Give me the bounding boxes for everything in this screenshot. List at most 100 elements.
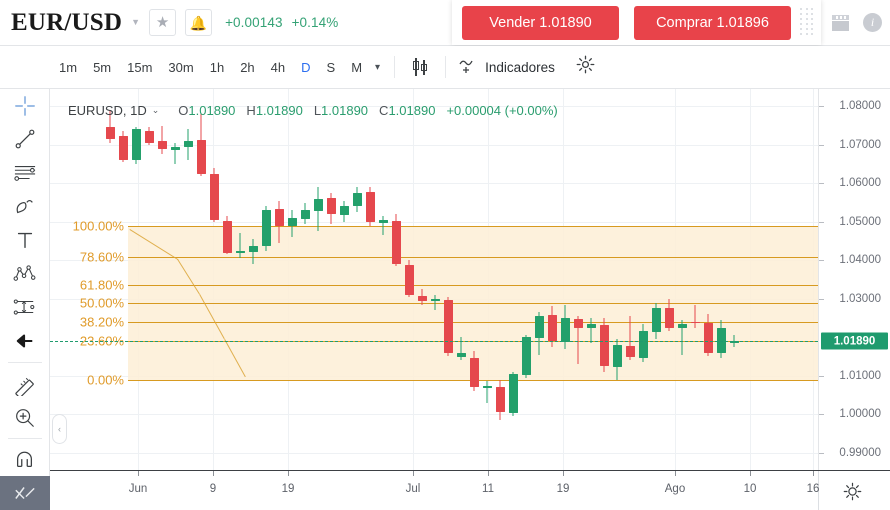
candle-body [365, 192, 375, 222]
chart-gridline-horizontal [50, 414, 818, 416]
sidebar-item-crosshair-tool[interactable] [0, 89, 50, 123]
candle-body [651, 308, 661, 333]
chart-legend: EURUSD, 1D ⌄ O1.01890 H1.01890 L1.01890 … [68, 103, 569, 118]
scroll-left-handle[interactable]: ‹ [52, 414, 67, 444]
chart-settings-button[interactable] [575, 54, 596, 80]
sidebar-item-pattern-tool[interactable] [0, 257, 50, 291]
sidebar-item-hide-drawings-tool[interactable] [0, 476, 50, 510]
drag-handle-icon[interactable] [800, 7, 816, 38]
candlestick [235, 233, 245, 259]
candle-body [352, 192, 362, 206]
crosshair-icon [14, 95, 35, 116]
price-axis-tick [819, 183, 824, 185]
indicators-button[interactable]: Indicadores [451, 58, 563, 76]
candlestick [430, 294, 440, 311]
timeframe-2h[interactable]: 2h [240, 59, 255, 75]
candle-body [157, 140, 167, 150]
candlestick [326, 192, 336, 224]
candlestick [391, 214, 401, 267]
brush-icon [16, 199, 33, 213]
sidebar-item-arrow-tool[interactable] [0, 324, 50, 358]
timeframe-5m[interactable]: 5m [93, 59, 112, 75]
sell-button[interactable]: Vender 1.01890 [462, 5, 619, 40]
candle-wick [590, 317, 592, 343]
timeframe-1m[interactable]: 1m [59, 59, 78, 75]
alert-bell-button[interactable]: 🔔 [185, 9, 213, 36]
favorite-star-button[interactable]: ★ [149, 9, 177, 36]
candlestick-icon [410, 57, 430, 77]
text-icon [17, 233, 32, 249]
timeframe-1h[interactable]: 1h [209, 59, 225, 75]
sidebar-item-text-tool[interactable] [0, 223, 50, 257]
sidebar-item-trend-line-tool[interactable] [0, 123, 50, 157]
candlestick [105, 110, 115, 143]
sidebar-item-brush-tool[interactable] [0, 190, 50, 224]
timeframe-30m[interactable]: 30m [168, 59, 194, 75]
fibonacci-level-line[interactable] [128, 285, 818, 286]
legend-symbol[interactable]: EURUSD, 1D [68, 103, 147, 118]
chart-type-button[interactable] [400, 57, 440, 77]
brightness-button[interactable] [840, 479, 864, 503]
timeframe-s[interactable]: S [326, 59, 336, 75]
symbol-dropdown-caret[interactable]: ▼ [131, 17, 141, 27]
candle-body [443, 299, 453, 353]
candle-body [183, 140, 193, 148]
price-axis-tick [819, 144, 824, 146]
candle-body [677, 323, 687, 329]
time-axis-label: Jul [405, 483, 421, 495]
candlestick [352, 187, 362, 213]
candlestick [703, 314, 713, 357]
fibonacci-level-label: 100.00% [72, 218, 124, 234]
time-axis-separator [818, 471, 819, 510]
candlestick [365, 187, 375, 226]
sidebar-item-magnet-tool[interactable] [0, 443, 50, 477]
candlestick [248, 239, 258, 265]
chart-gridline-horizontal [50, 452, 818, 454]
sidebar-item-forecast-tool[interactable] [0, 291, 50, 325]
fibonacci-level-line[interactable] [128, 322, 818, 323]
candlestick [118, 131, 128, 163]
candle-body [547, 314, 557, 342]
sidebar-item-measure-tool[interactable] [0, 367, 50, 401]
fibonacci-level-line[interactable] [128, 226, 818, 227]
sidebar-item-horizontal-lines-tool[interactable] [0, 156, 50, 190]
candle-body [430, 298, 440, 302]
fibonacci-level-label: 50.00% [79, 295, 124, 311]
time-axis[interactable]: Jun 9 19 Jul 11 19 Ago 10 16 [50, 470, 890, 510]
info-icon[interactable]: i [863, 13, 882, 32]
time-axis-label: 19 [556, 483, 570, 495]
candlestick [417, 289, 427, 305]
candlestick [560, 304, 570, 349]
candle-body [378, 219, 388, 223]
candle-wick [239, 233, 241, 259]
calendar-icon[interactable] [832, 14, 849, 31]
candlestick [482, 381, 492, 403]
header-bar: EUR/USD ▼ ★ 🔔 +0.00143 +0.14% Vender 1.0… [0, 0, 890, 46]
legend-caret-icon[interactable]: ⌄ [151, 105, 160, 115]
candle-wick [629, 316, 631, 361]
current-price-badge: 1.01890 [821, 332, 888, 350]
toolbar-divider-2 [445, 56, 447, 78]
candlestick [404, 260, 414, 297]
candlestick [547, 306, 557, 347]
time-axis-tick [288, 471, 289, 476]
timeframe-d[interactable]: D [301, 59, 311, 75]
chart-plot-area[interactable]: 100.00% 78.60% 61.80% 50.00% 38.20% 23.60% 0.0… [50, 89, 818, 470]
candle-body [235, 250, 245, 254]
timeframe-15m[interactable]: 15m [127, 59, 153, 75]
buy-button[interactable]: Comprar 1.01896 [634, 5, 791, 40]
price-axis[interactable]: 1.08000 1.07000 1.06000 1.05000 1.04000 1.030… [818, 89, 890, 470]
candlestick [690, 304, 700, 328]
timeframe-more-caret[interactable]: ▾ [375, 61, 381, 73]
fibonacci-level-line[interactable] [128, 257, 818, 258]
time-axis-tick [138, 471, 139, 476]
candle-body [456, 353, 466, 358]
candlestick [677, 319, 687, 355]
sidebar-divider-2 [7, 437, 42, 439]
timeframe-4h[interactable]: 4h [270, 59, 286, 75]
sidebar-item-zoom-tool[interactable] [0, 400, 50, 434]
legend-change: +0.00004 (+0.00%) [446, 103, 558, 118]
timeframe-m[interactable]: M [351, 59, 363, 75]
fibonacci-level-line[interactable] [128, 303, 818, 304]
page-title: EUR/USD [11, 8, 123, 36]
